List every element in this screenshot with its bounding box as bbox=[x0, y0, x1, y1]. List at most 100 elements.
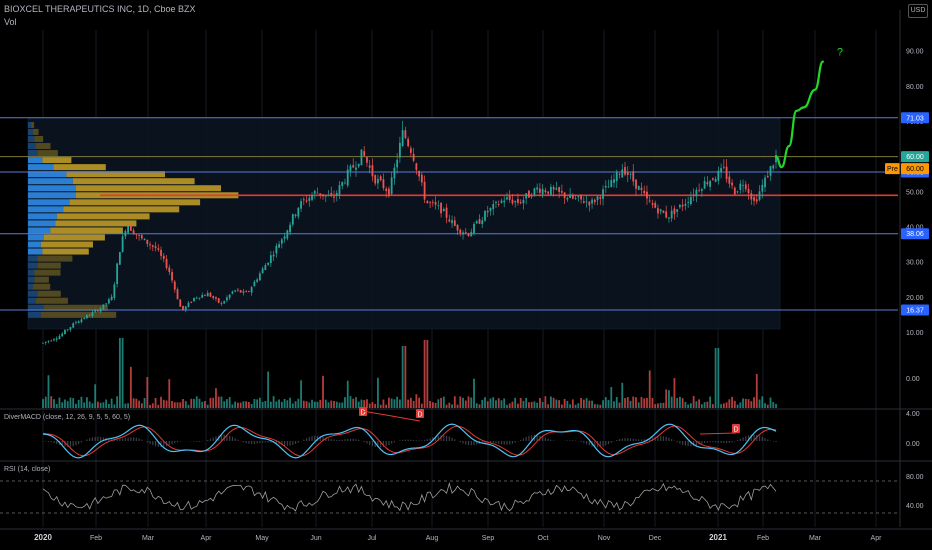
macd-histogram-172 bbox=[514, 441, 516, 443]
candle-body-13 bbox=[77, 321, 80, 323]
candle-body-12 bbox=[75, 322, 77, 324]
volume-bar-11 bbox=[72, 398, 75, 408]
macd-histogram-204 bbox=[602, 441, 604, 447]
volume-bar-27 bbox=[116, 396, 119, 408]
volume-profile-down-bar-3 bbox=[37, 290, 61, 297]
macd-histogram-257 bbox=[747, 435, 750, 441]
volume-bar-193 bbox=[571, 399, 574, 408]
symbol-title[interactable]: BIOXCEL THERAPEUTICS INC, 1D, Cboe BZX bbox=[4, 4, 196, 14]
volume-bar-154 bbox=[464, 400, 467, 408]
volume-bar-69 bbox=[231, 404, 234, 408]
macd-histogram-202 bbox=[596, 441, 599, 448]
candle-body-242 bbox=[706, 182, 709, 185]
candle-body-228 bbox=[668, 217, 670, 219]
macd-histogram-155 bbox=[467, 441, 470, 446]
candle-body-10 bbox=[69, 327, 72, 330]
candle-body-184 bbox=[547, 191, 550, 194]
volume-bar-224 bbox=[657, 403, 659, 408]
volume-bar-68 bbox=[228, 397, 231, 408]
volume-bar-173 bbox=[517, 403, 519, 408]
volume-bar-212 bbox=[624, 398, 626, 408]
candle-body-219 bbox=[643, 190, 646, 194]
volume-bar-36 bbox=[140, 403, 143, 408]
volume-bar-236 bbox=[689, 403, 692, 408]
candle-body-59 bbox=[204, 295, 206, 297]
volume-profile-up-bar-12 bbox=[28, 227, 51, 234]
candle-body-187 bbox=[555, 188, 558, 190]
candle-body-93 bbox=[297, 207, 300, 217]
candle-body-236 bbox=[689, 196, 692, 205]
macd-histogram-135 bbox=[413, 440, 415, 441]
time-axis-tick-2: Mar bbox=[142, 535, 155, 542]
candle-body-138 bbox=[420, 174, 423, 183]
macd-histogram-73 bbox=[242, 441, 245, 443]
macd-histogram-91 bbox=[292, 441, 294, 446]
candle-body-110 bbox=[344, 182, 346, 184]
volume-bar-233 bbox=[681, 398, 684, 408]
candle-body-237 bbox=[692, 194, 695, 196]
volume-bar-14 bbox=[80, 396, 83, 408]
candle-body-76 bbox=[250, 287, 253, 293]
macd-divergence-label-2: D bbox=[733, 427, 738, 434]
volume-bar-215 bbox=[632, 396, 635, 408]
macd-histogram-157 bbox=[473, 441, 475, 446]
volume-bar-243 bbox=[709, 396, 712, 408]
candle-body-103 bbox=[324, 195, 327, 197]
macd-histogram-245 bbox=[715, 441, 717, 443]
volume-bar-47 bbox=[171, 400, 173, 408]
pre-tag-label: Pre bbox=[887, 166, 898, 173]
volume-bar-183 bbox=[544, 396, 547, 408]
macd-histogram-211 bbox=[621, 438, 623, 441]
macd-histogram-226 bbox=[662, 436, 665, 441]
candle-body-256 bbox=[744, 184, 747, 190]
candle-body-167 bbox=[500, 200, 503, 203]
candle-body-168 bbox=[503, 200, 506, 203]
price-axis-tick-1: 80.00 bbox=[906, 84, 924, 91]
macd-histogram-21 bbox=[100, 436, 102, 441]
volume-bar-116 bbox=[360, 399, 363, 408]
macd-histogram-61 bbox=[209, 438, 212, 441]
candle-body-159 bbox=[478, 219, 481, 224]
candle-body-128 bbox=[393, 167, 396, 179]
volume-bar-97 bbox=[308, 402, 311, 408]
volume-bar-53 bbox=[187, 404, 190, 408]
macd-histogram-24 bbox=[108, 438, 110, 441]
volume-bar-4 bbox=[53, 399, 55, 408]
volume-bar-35 bbox=[138, 400, 140, 408]
time-axis-tick-1: Feb bbox=[90, 535, 102, 542]
candle-body-181 bbox=[539, 188, 541, 193]
candle-body-213 bbox=[626, 171, 629, 175]
macd-histogram-250 bbox=[728, 441, 730, 443]
macd-histogram-38 bbox=[146, 441, 148, 443]
volume-bar-191 bbox=[566, 400, 569, 408]
macd-divergence-badge-2 bbox=[732, 424, 740, 433]
candle-body-88 bbox=[283, 236, 286, 239]
volume-bar-220 bbox=[646, 397, 648, 408]
candle-body-90 bbox=[289, 224, 291, 233]
volume-bar-137 bbox=[418, 397, 421, 408]
candle-body-135 bbox=[412, 153, 415, 161]
candle-body-211 bbox=[621, 169, 624, 178]
volume-bar-160 bbox=[481, 399, 484, 408]
candle-body-125 bbox=[385, 188, 388, 192]
candle-body-58 bbox=[201, 295, 204, 298]
macd-histogram-241 bbox=[704, 441, 706, 444]
volume-bar-159 bbox=[478, 404, 481, 408]
volume-bar-119 bbox=[368, 403, 371, 408]
volume-bar-131 bbox=[401, 346, 404, 408]
time-axis-tick-12: 2021 bbox=[709, 533, 727, 542]
volume-profile-up-bar-10 bbox=[28, 241, 41, 248]
volume-bar-172 bbox=[514, 397, 517, 408]
candle-body-180 bbox=[536, 187, 539, 190]
volume-bar-195 bbox=[577, 403, 580, 408]
currency-button[interactable]: USD bbox=[908, 4, 928, 18]
candle-body-17 bbox=[88, 315, 91, 317]
candle-body-137 bbox=[418, 170, 421, 177]
candle-body-117 bbox=[363, 151, 366, 156]
macd-histogram-118 bbox=[366, 441, 368, 444]
volume-bar-28 bbox=[118, 338, 121, 408]
macd-histogram-136 bbox=[415, 440, 417, 441]
macd-histogram-133 bbox=[407, 439, 409, 441]
volume-label[interactable]: Vol bbox=[4, 17, 17, 27]
